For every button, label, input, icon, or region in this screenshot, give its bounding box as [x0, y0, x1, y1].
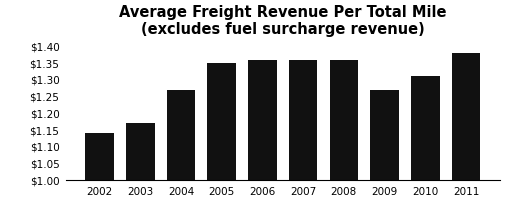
Bar [451, 53, 480, 220]
Bar [289, 60, 318, 220]
Bar [370, 90, 399, 220]
Bar [330, 60, 358, 220]
Bar [411, 77, 439, 220]
Title: Average Freight Revenue Per Total Mile
(excludes fuel surcharge revenue): Average Freight Revenue Per Total Mile (… [119, 5, 446, 37]
Bar [85, 134, 114, 220]
Bar [167, 90, 195, 220]
Bar [248, 60, 277, 220]
Bar [208, 63, 236, 220]
Bar [126, 123, 155, 220]
